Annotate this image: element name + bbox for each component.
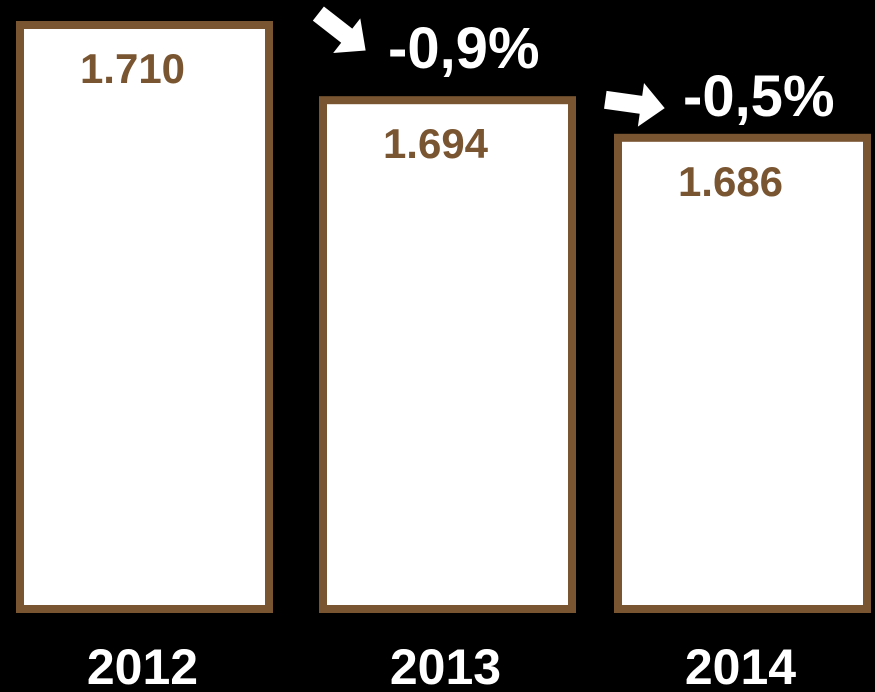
data-label-2013: 1.694 — [383, 120, 489, 167]
change-label-2013: -0,9% — [388, 16, 540, 81]
bar-2012 — [16, 21, 273, 613]
change-label-2014: -0,5% — [683, 64, 835, 129]
bar-2014 — [614, 133, 871, 614]
bar-2013 — [319, 96, 576, 613]
x-tick-label-2013: 2013 — [390, 639, 501, 692]
x-tick-label-2014: 2014 — [685, 639, 796, 692]
x-tick-label-2012: 2012 — [87, 639, 198, 692]
arrow-right-icon — [604, 83, 665, 127]
arrow-down-right-icon — [312, 6, 366, 54]
data-label-2012: 1.710 — [80, 45, 185, 92]
data-label-2014: 1.686 — [678, 158, 783, 205]
